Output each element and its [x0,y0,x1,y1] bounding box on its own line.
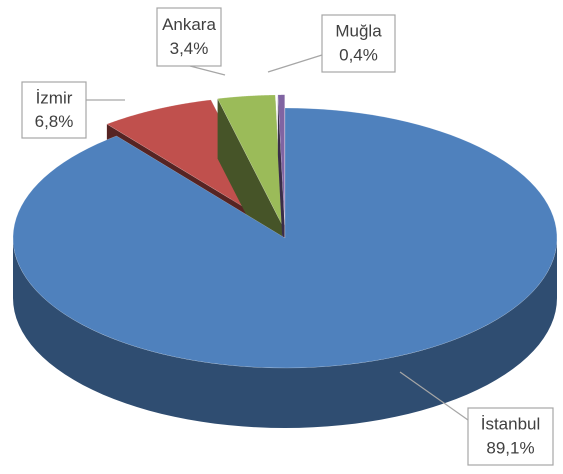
category-label: Muğla [335,22,382,41]
label-box [467,407,554,466]
slice-top [277,94,285,225]
value-label: 6,8% [35,112,74,131]
category-label: Ankara [162,15,216,34]
category-label: İstanbul [481,415,541,434]
category-label: İzmir [36,88,73,107]
value-label: 0,4% [339,46,378,65]
label-box [21,81,87,139]
slice-top [106,99,276,227]
leader-line [189,65,226,76]
pie-slice [12,107,558,428]
label-box [156,7,222,67]
value-label: 89,1% [486,439,534,458]
slice-side [13,238,557,428]
slice-top [12,107,558,369]
leader-line [267,54,323,73]
label-box [321,14,396,73]
slice-top [217,94,283,226]
value-label: 3,4% [170,39,209,58]
leader-line [399,371,469,421]
